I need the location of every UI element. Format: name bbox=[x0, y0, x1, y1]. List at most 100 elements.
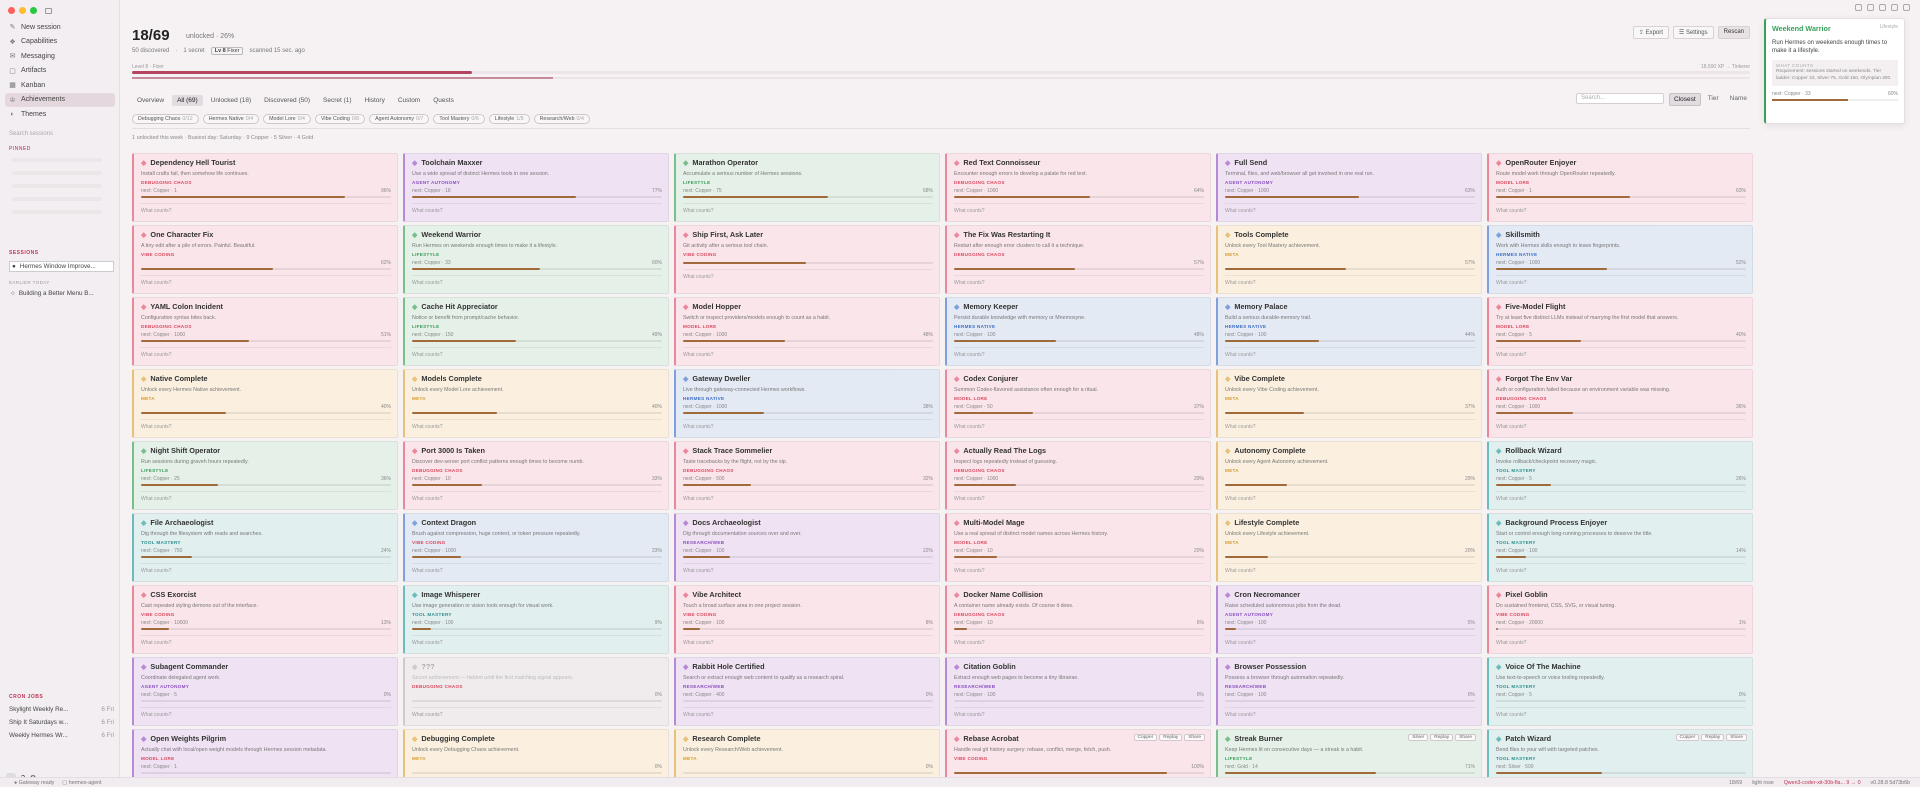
achievement-card[interactable]: ◆ Codex Conjurer Summon Codex-flavored ass… bbox=[945, 369, 1211, 438]
tab-secret[interactable]: Secret (1) bbox=[323, 97, 352, 104]
what-counts-link[interactable]: What counts? bbox=[683, 568, 714, 574]
history-icon[interactable] bbox=[1867, 4, 1874, 11]
what-counts-link[interactable]: What counts? bbox=[1225, 496, 1256, 502]
what-counts-link[interactable]: What counts? bbox=[412, 496, 443, 502]
achievement-card[interactable]: ◆ Skillsmith Work with Hermes skills enoug… bbox=[1487, 225, 1753, 294]
achievement-card[interactable]: ◆ File Archaeologist Dig through the files… bbox=[132, 513, 398, 582]
what-counts-link[interactable]: What counts? bbox=[683, 640, 714, 646]
what-counts-link[interactable]: What counts? bbox=[412, 568, 443, 574]
sidebar-item-themes[interactable]: ◐ Themes bbox=[5, 107, 115, 122]
what-counts-link[interactable]: What counts? bbox=[1225, 640, 1256, 646]
filter-chip[interactable]: Vibe Coding 0/8 bbox=[315, 114, 366, 124]
achievement-card[interactable]: ◆ Image Whisperer Use image generation or … bbox=[403, 585, 669, 654]
filter-chip[interactable]: Model Lore 0/4 bbox=[263, 114, 311, 124]
tab-custom[interactable]: Custom bbox=[397, 97, 421, 104]
achievement-card[interactable]: ◆ Lifestyle Complete Unlock every Lifestyl… bbox=[1216, 513, 1482, 582]
settings-button[interactable]: ☰ Settings bbox=[1672, 26, 1714, 39]
sidebar-item-achievements[interactable]: ♔ Achievements bbox=[5, 92, 115, 107]
what-counts-link[interactable]: What counts? bbox=[1225, 712, 1256, 718]
achievement-card[interactable]: ◆ Browser Possession Possess a browser thr… bbox=[1216, 657, 1482, 726]
achievement-card[interactable]: ◆ Context Dragon Brush against compression… bbox=[403, 513, 669, 582]
what-counts-link[interactable]: What counts? bbox=[141, 424, 172, 430]
achievement-card[interactable]: ◆ Marathon Operator Accumulate a serious n… bbox=[674, 153, 940, 222]
what-counts-link[interactable]: What counts? bbox=[141, 496, 172, 502]
what-counts-link[interactable]: What counts? bbox=[412, 280, 443, 286]
zoom-window-button[interactable] bbox=[30, 7, 37, 14]
cron-job-item[interactable]: Ship It Saturdays w... 6 Fri bbox=[9, 719, 114, 726]
achievement-card[interactable]: ◆ Native Complete Unlock every Hermes Nati… bbox=[132, 369, 398, 438]
achievement-card[interactable]: ◆ Cron Necromancer Raise scheduled autonom… bbox=[1216, 585, 1482, 654]
tab-quests[interactable]: Quests bbox=[433, 97, 454, 104]
achievement-card[interactable]: ◆ Dependency Hell Tourist Install crafts f… bbox=[132, 153, 398, 222]
achievement-card[interactable]: ◆ Forgot The Env Var Auth or configuration… bbox=[1487, 369, 1753, 438]
filter-chip[interactable]: Tool Mastery 0/6 bbox=[433, 114, 485, 124]
achievement-card[interactable]: ◆ Models Complete Unlock every Model Lore … bbox=[403, 369, 669, 438]
cron-job-item[interactable]: Skylight Weekly Re... 6 Fri bbox=[9, 706, 114, 713]
achievement-card[interactable]: ◆ Cache Hit Appreciator Notice or benefit … bbox=[403, 297, 669, 366]
what-counts-link[interactable]: What counts? bbox=[141, 712, 172, 718]
share-button[interactable]: Share bbox=[1726, 734, 1747, 741]
filter-chip[interactable]: Debugging Chaos 0/12 bbox=[132, 114, 199, 124]
what-counts-link[interactable]: What counts? bbox=[1225, 280, 1256, 286]
achievement-card[interactable]: ◆ YAML Colon Incident Configuration syntax… bbox=[132, 297, 398, 366]
what-counts-link[interactable]: What counts? bbox=[954, 712, 985, 718]
sidebar-item-messaging[interactable]: ✉ Messaging bbox=[5, 49, 115, 64]
what-counts-link[interactable]: What counts? bbox=[1496, 352, 1527, 358]
what-counts-link[interactable]: What counts? bbox=[1496, 496, 1527, 502]
grid-icon[interactable] bbox=[1855, 4, 1862, 11]
achievement-card[interactable]: ◆ Autonomy Complete Unlock every Agent Aut… bbox=[1216, 441, 1482, 510]
what-counts-link[interactable]: What counts? bbox=[141, 640, 172, 646]
achievement-card[interactable]: ◆ Five-Model Flight Try at least five dist… bbox=[1487, 297, 1753, 366]
what-counts-link[interactable]: What counts? bbox=[1225, 208, 1256, 214]
achievement-card[interactable]: ◆ Background Process Enjoyer Start or cont… bbox=[1487, 513, 1753, 582]
what-counts-link[interactable]: What counts? bbox=[1496, 280, 1527, 286]
achievement-card[interactable]: ◆ Model Hopper Switch or inspect providers… bbox=[674, 297, 940, 366]
sort-closest[interactable]: Closest bbox=[1669, 93, 1701, 106]
export-button[interactable]: ⇪ Export bbox=[1632, 26, 1669, 39]
achievement-card[interactable]: ◆ Multi-Model Mage Use a real spread of di… bbox=[945, 513, 1211, 582]
achievement-card[interactable]: ◆ Subagent Commander Coordinate delegated … bbox=[132, 657, 398, 726]
achievement-card[interactable]: ◆ CSS Exorcist Cast repeated styling demon… bbox=[132, 585, 398, 654]
what-counts-link[interactable]: What counts? bbox=[954, 424, 985, 430]
achievement-card[interactable]: ◆ Vibe Architect Touch a broad surface are… bbox=[674, 585, 940, 654]
what-counts-link[interactable]: What counts? bbox=[1225, 424, 1256, 430]
achievement-card[interactable]: ◆ Gateway Dweller Live through gateway-con… bbox=[674, 369, 940, 438]
what-counts-link[interactable]: What counts? bbox=[412, 640, 443, 646]
session-item[interactable]: ○ Building a Better Menu B... bbox=[9, 288, 114, 299]
what-counts-link[interactable]: What counts? bbox=[1225, 352, 1256, 358]
achievement-card[interactable]: ◆ Vibe Complete Unlock every Vibe Coding a… bbox=[1216, 369, 1482, 438]
sidebar-item-new-session[interactable]: ✎ New session bbox=[5, 20, 115, 35]
replay-button[interactable]: Replay bbox=[1430, 734, 1454, 741]
achievement-card[interactable]: ◆ Rollback Wizard Invoke rollback/checkpoi… bbox=[1487, 441, 1753, 510]
what-counts-link[interactable]: What counts? bbox=[141, 208, 172, 214]
share-button[interactable]: Share bbox=[1455, 734, 1476, 741]
what-counts-link[interactable]: What counts? bbox=[1225, 568, 1256, 574]
what-counts-link[interactable]: What counts? bbox=[141, 352, 172, 358]
what-counts-link[interactable]: What counts? bbox=[1496, 712, 1527, 718]
what-counts-link[interactable]: What counts? bbox=[683, 712, 714, 718]
achievement-card[interactable]: ◆ Docker Name Collision A container name a… bbox=[945, 585, 1211, 654]
achievement-toast[interactable]: Weekend Warrior Lifestyle Run Hermes on … bbox=[1764, 18, 1905, 124]
sidebar-item-artifacts[interactable]: ▢ Artifacts bbox=[5, 64, 115, 79]
share-button[interactable]: Share bbox=[1184, 734, 1205, 741]
tab-overview[interactable]: Overview bbox=[137, 97, 165, 104]
what-counts-link[interactable]: What counts? bbox=[683, 208, 714, 214]
layout-icon[interactable] bbox=[1903, 4, 1910, 11]
filter-chip[interactable]: Agent Autonomy 0/7 bbox=[369, 114, 430, 124]
filter-chip[interactable]: Research/Web 0/4 bbox=[533, 114, 590, 124]
what-counts-link[interactable]: What counts? bbox=[954, 352, 985, 358]
tab-discovered[interactable]: Discovered (50) bbox=[264, 97, 311, 104]
what-counts-link[interactable]: What counts? bbox=[412, 424, 443, 430]
what-counts-link[interactable]: What counts? bbox=[412, 352, 443, 358]
what-counts-link[interactable]: What counts? bbox=[1496, 208, 1527, 214]
what-counts-link[interactable]: What counts? bbox=[954, 568, 985, 574]
achievement-card[interactable]: ◆ Voice Of The Machine Use text-to-speech … bbox=[1487, 657, 1753, 726]
sort-name[interactable]: Name bbox=[1729, 95, 1747, 102]
tab-unlocked[interactable]: Unlocked (18) bbox=[210, 97, 252, 104]
what-counts-link[interactable]: What counts? bbox=[954, 280, 985, 286]
achievement-card[interactable]: ◆ Full Send Terminal, files, and web/brows… bbox=[1216, 153, 1482, 222]
what-counts-link[interactable]: What counts? bbox=[1496, 424, 1527, 430]
achievement-card[interactable]: ◆ Memory Palace Build a serious durable-me… bbox=[1216, 297, 1482, 366]
achievement-card[interactable]: ◆ Docs Archaeologist Dig through documenta… bbox=[674, 513, 940, 582]
achievement-card[interactable]: ◆ Ship First, Ask Later Git activity after… bbox=[674, 225, 940, 294]
